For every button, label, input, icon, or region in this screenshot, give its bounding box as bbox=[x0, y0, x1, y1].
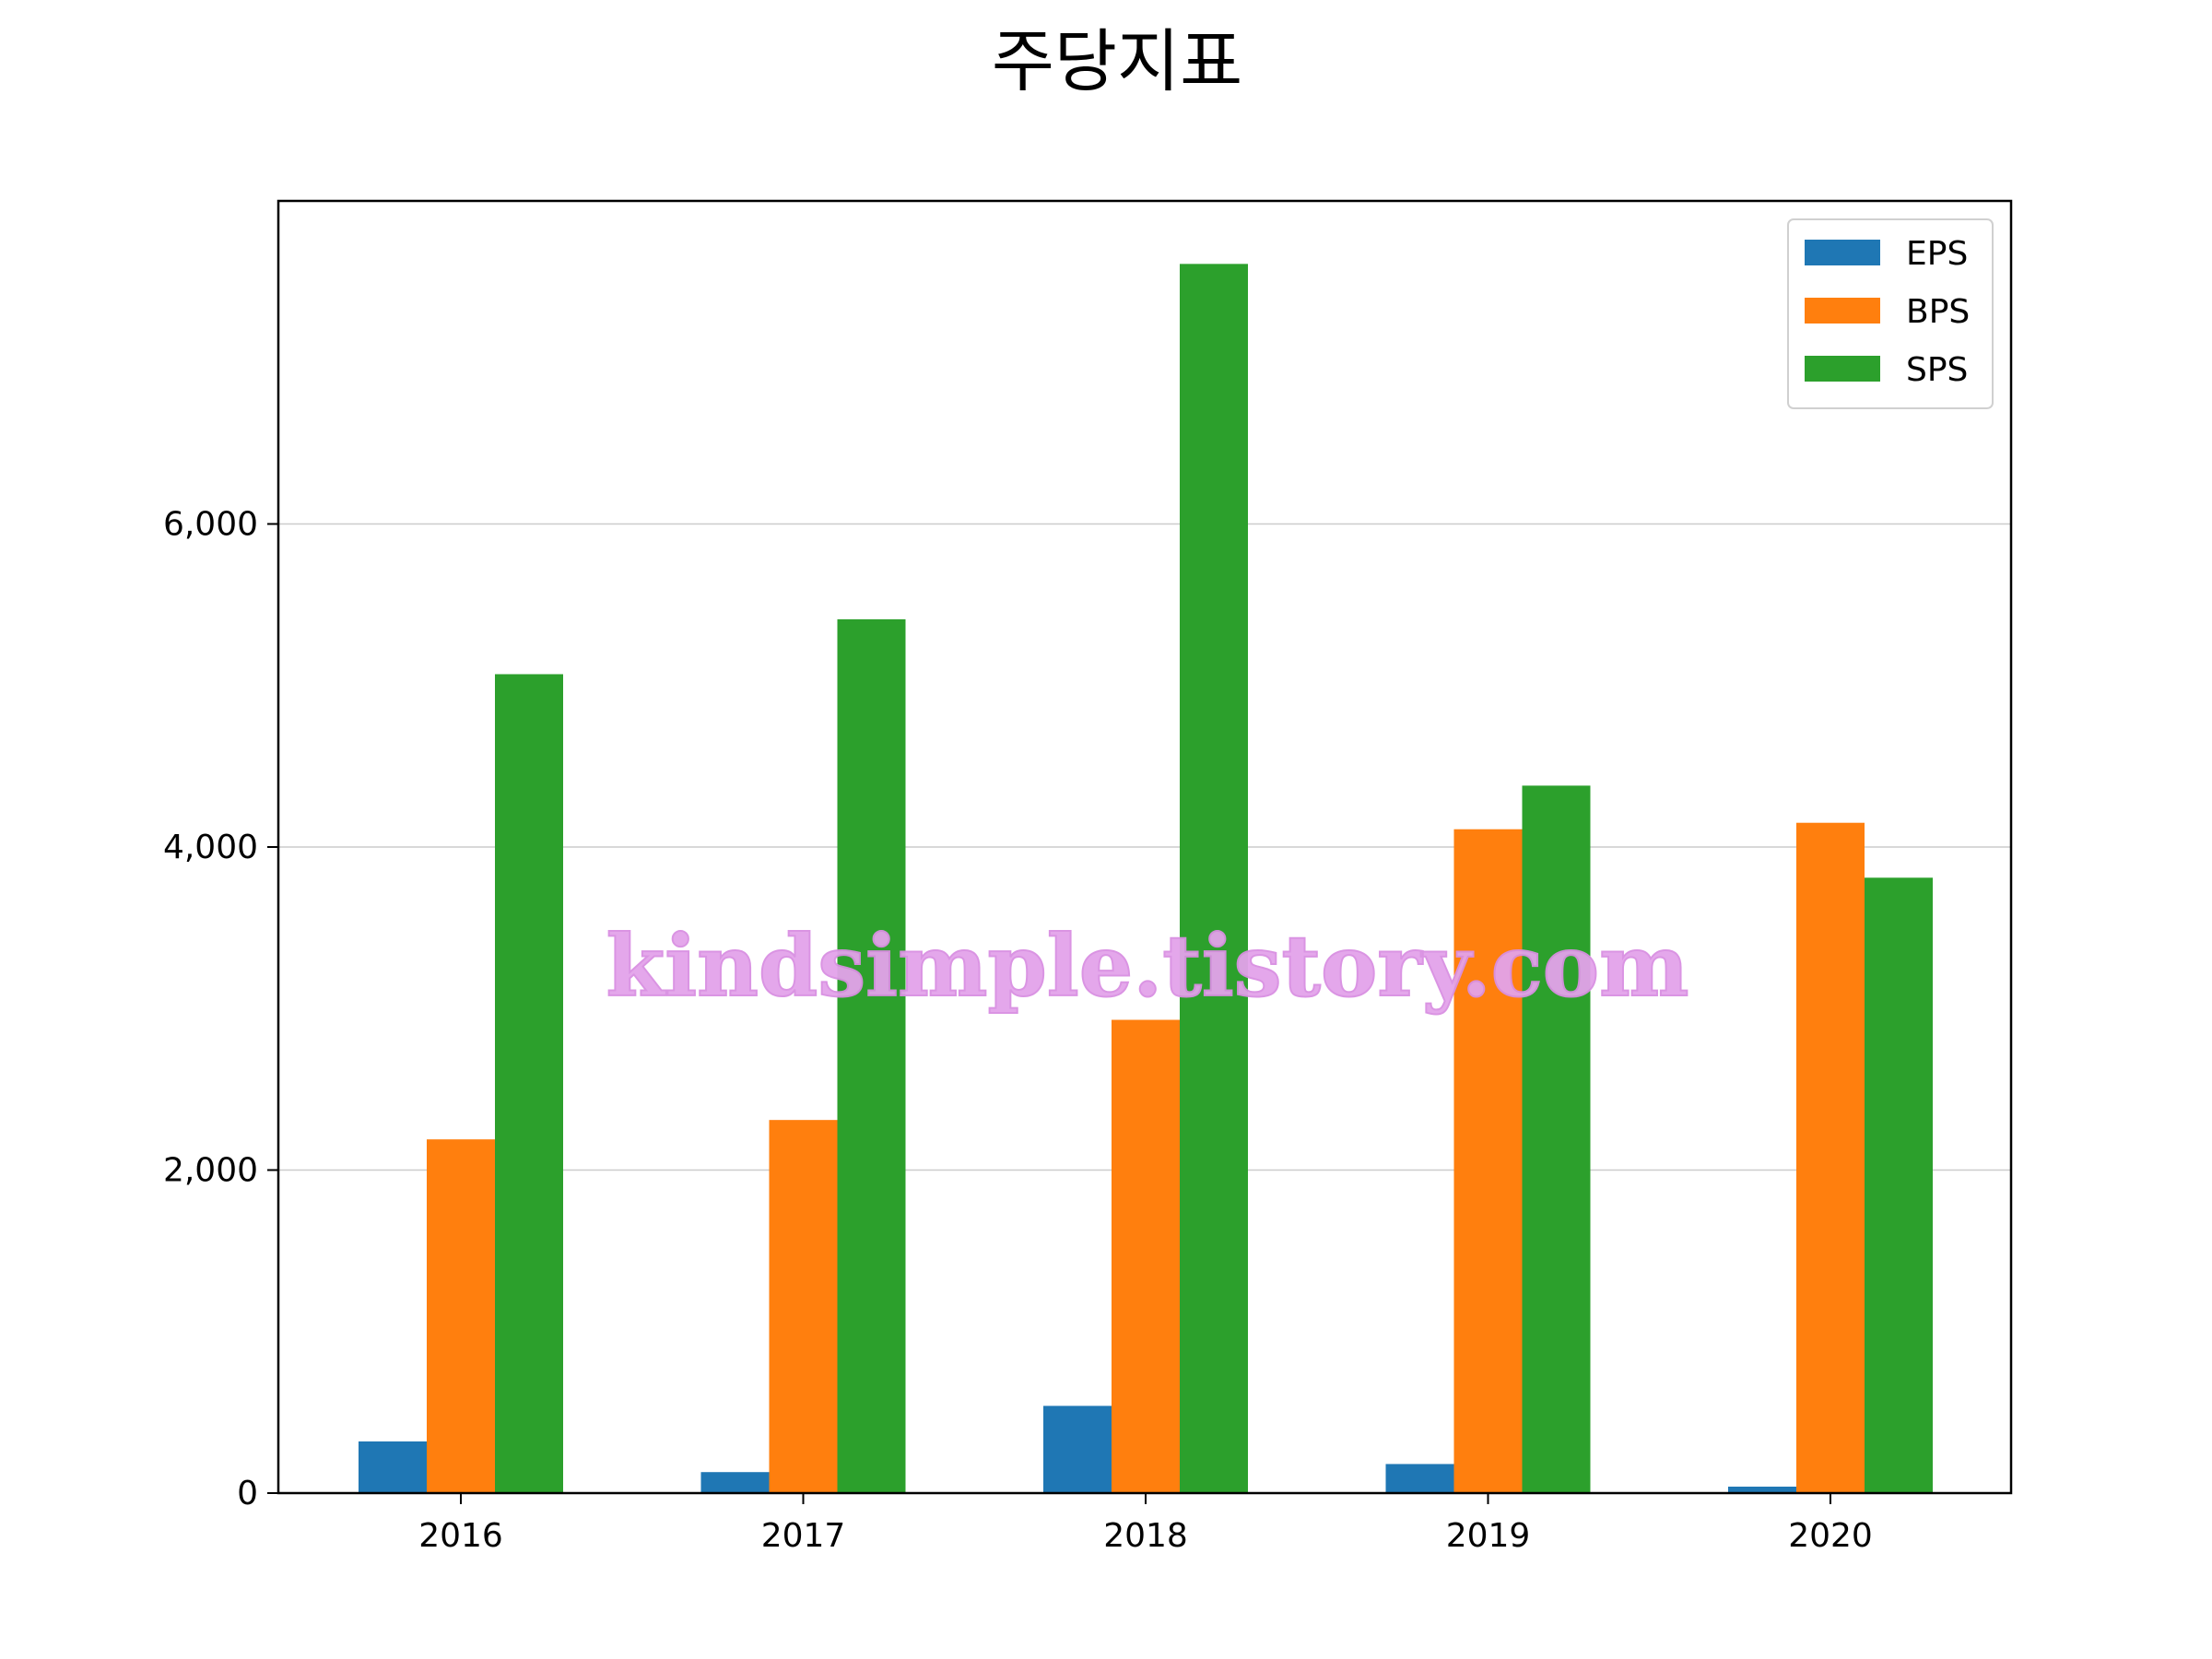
x-tick-label: 2020 bbox=[1788, 1517, 1873, 1555]
bar-bps bbox=[1453, 829, 1523, 1493]
bars bbox=[359, 264, 1933, 1493]
bar-bps bbox=[427, 1139, 495, 1493]
chart-title: 주당지표 bbox=[992, 22, 1242, 101]
bar-sps bbox=[1522, 785, 1591, 1493]
y-tick-label: 4,000 bbox=[163, 829, 258, 866]
bar-bps bbox=[1112, 1019, 1180, 1493]
x-tick-label: 2016 bbox=[418, 1517, 503, 1555]
legend-swatch-eps bbox=[1805, 240, 1880, 265]
legend-label-bps: BPS bbox=[1906, 293, 1970, 331]
bar-eps bbox=[1043, 1406, 1112, 1493]
bar-sps bbox=[1180, 264, 1248, 1493]
legend: EPS BPS SPS bbox=[1787, 218, 1994, 409]
axes: 0 2,000 4,000 6,000 2016 2017 2018 2019 2020 bbox=[163, 506, 1873, 1556]
bar-eps bbox=[1728, 1486, 1796, 1493]
bar-eps bbox=[1385, 1464, 1454, 1493]
legend-swatch-bps bbox=[1805, 298, 1880, 324]
bar-sps bbox=[837, 618, 906, 1493]
bar-eps bbox=[359, 1441, 427, 1493]
x-tick-label: 2017 bbox=[761, 1517, 846, 1555]
bar-sps bbox=[1865, 877, 1933, 1493]
y-tick-label: 2,000 bbox=[163, 1152, 258, 1190]
bar-bps bbox=[769, 1120, 838, 1493]
bar-eps bbox=[700, 1472, 770, 1493]
bar-bps bbox=[1796, 822, 1865, 1493]
watermark-text: kindsimple.tistory.com bbox=[606, 916, 1688, 1016]
y-tick-label: 0 bbox=[237, 1475, 258, 1512]
y-tick-label: 6,000 bbox=[163, 506, 258, 544]
x-tick-label: 2018 bbox=[1103, 1517, 1188, 1555]
legend-swatch-sps bbox=[1805, 356, 1880, 382]
bar-sps bbox=[495, 674, 563, 1493]
legend-label-eps: EPS bbox=[1906, 235, 1968, 273]
x-tick-label: 2019 bbox=[1446, 1517, 1531, 1555]
legend-label-sps: SPS bbox=[1906, 351, 1968, 389]
